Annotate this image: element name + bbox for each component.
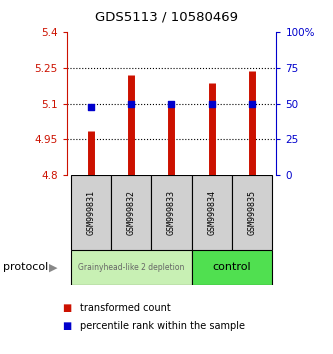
Text: GSM999831: GSM999831 — [86, 190, 95, 235]
Text: transformed count: transformed count — [80, 303, 171, 313]
Point — [88, 104, 94, 110]
Bar — [151, 175, 192, 250]
Bar — [71, 250, 192, 285]
Text: GSM999835: GSM999835 — [248, 190, 257, 235]
Point — [169, 101, 174, 107]
Text: ■: ■ — [62, 321, 71, 331]
Bar — [232, 175, 272, 250]
Text: protocol: protocol — [3, 262, 49, 272]
Bar — [71, 175, 111, 250]
Text: GDS5113 / 10580469: GDS5113 / 10580469 — [95, 11, 238, 24]
Bar — [111, 175, 151, 250]
Bar — [192, 175, 232, 250]
Text: GSM999832: GSM999832 — [127, 190, 136, 235]
Point — [249, 101, 255, 107]
Text: GSM999833: GSM999833 — [167, 190, 176, 235]
Text: ▶: ▶ — [49, 262, 58, 272]
Text: Grainyhead-like 2 depletion: Grainyhead-like 2 depletion — [78, 263, 184, 272]
Text: GSM999834: GSM999834 — [207, 190, 216, 235]
Text: ■: ■ — [62, 303, 71, 313]
Text: percentile rank within the sample: percentile rank within the sample — [80, 321, 245, 331]
Point — [209, 101, 214, 107]
Text: control: control — [213, 262, 251, 272]
Point — [129, 101, 134, 107]
Bar — [192, 250, 272, 285]
